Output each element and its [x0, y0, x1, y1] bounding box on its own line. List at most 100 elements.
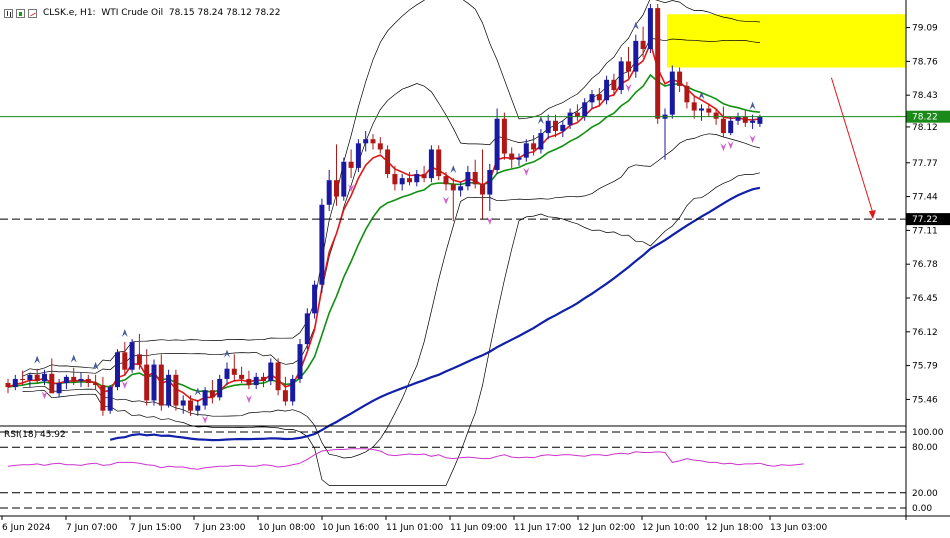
candle-body [407, 178, 412, 183]
time-tick-label: 10 Jun 16:00 [322, 523, 379, 533]
candle-body [107, 387, 113, 411]
candle-body [282, 390, 288, 402]
candle-body [326, 180, 332, 205]
candle-body [370, 139, 376, 144]
line-icon[interactable] [28, 8, 37, 18]
candle-body [735, 116, 741, 121]
candle-body [728, 120, 734, 134]
candle-body [71, 376, 77, 381]
highlight-rect [667, 14, 906, 68]
candle-body [538, 133, 544, 150]
candle-body [494, 118, 500, 170]
fractal-markers [34, 21, 756, 424]
candle-body [640, 40, 646, 50]
candle-body [297, 344, 303, 379]
rsi-panel: 100.00 80.00 20.00 0.00 [0, 428, 944, 514]
fractal-up-icon [632, 21, 639, 30]
time-tick-label: 11 Jun 17:00 [514, 523, 571, 533]
rsi-line [7, 448, 804, 470]
candle-body [136, 354, 142, 365]
bars-icon[interactable] [4, 8, 13, 18]
candle-body [275, 362, 281, 391]
price-tick-label: 78.12 [912, 123, 938, 133]
candle-body [480, 184, 485, 195]
time-tick-label: 7 Jun 23:00 [194, 523, 246, 533]
price-tick-label: 76.12 [912, 328, 938, 338]
candle-body [355, 143, 361, 168]
candle-body [166, 374, 172, 406]
candle-body [655, 8, 661, 119]
candles-icon[interactable] [16, 8, 25, 18]
candle-body [421, 174, 427, 179]
candle-body [501, 118, 507, 154]
candle-body [545, 120, 551, 134]
candle-body [217, 378, 223, 398]
fractal-up-icon [698, 91, 705, 100]
fractal-down-icon [625, 83, 632, 92]
fractal-up-icon [537, 115, 544, 124]
candle-body [458, 186, 464, 191]
fractal-down-icon [202, 415, 209, 424]
candle-body [304, 313, 310, 345]
dashed-level-badge [906, 213, 950, 226]
candle-body [27, 374, 33, 380]
fractal-down-icon [720, 143, 727, 152]
time-tick-label: 12 Jun 10:00 [642, 523, 699, 533]
current-price-label: 78.22 [912, 113, 938, 123]
candle-body [706, 108, 712, 113]
projection-arrow [830, 77, 876, 220]
candle-body [151, 364, 157, 401]
arrow-head-icon [868, 210, 876, 220]
fractal-up-icon [194, 387, 201, 396]
candle-body [392, 174, 398, 185]
band-upper-outer [22, 0, 760, 373]
candle-body [63, 376, 69, 384]
candle-body [677, 71, 683, 86]
price-tick-label: 77.11 [912, 226, 938, 236]
candle-body [509, 153, 515, 160]
candle-body [290, 378, 296, 402]
candle-body [516, 157, 522, 160]
candle-body [596, 94, 602, 101]
candle-body [100, 385, 106, 411]
candle-body [34, 374, 40, 381]
candle-body [560, 124, 566, 132]
price-tick-label: 75.46 [912, 395, 938, 405]
candle-body [553, 120, 558, 132]
candle-body [428, 149, 434, 179]
sma-long-line [109, 186, 761, 442]
candle-body [757, 116, 763, 124]
price-tick-label: 78.43 [912, 91, 938, 101]
candle-body [239, 374, 245, 379]
candle-body [56, 383, 62, 394]
fractal-up-icon [224, 349, 230, 358]
candle-body [604, 79, 610, 101]
candle-body [129, 342, 135, 370]
candle-body [122, 352, 128, 370]
candle-body [713, 112, 719, 119]
rsi-level-label: 80.00 [912, 443, 938, 453]
candle-body [589, 94, 595, 103]
candle-body [20, 378, 26, 380]
time-tick-label: 7 Jun 07:00 [66, 523, 118, 533]
current-price-badge [906, 110, 950, 123]
candle-body [78, 378, 84, 381]
candle-body [319, 204, 325, 285]
candle-body [180, 400, 186, 406]
candle-body [750, 120, 756, 123]
candle-body [12, 378, 18, 388]
candle-body [202, 390, 208, 406]
price-tick-label: 77.44 [912, 193, 938, 203]
candle-body [669, 71, 675, 115]
fractal-down-icon [749, 134, 756, 143]
fractal-up-icon [121, 329, 128, 338]
candle-body [348, 161, 354, 168]
candle-body [188, 400, 193, 411]
fractal-down-icon [486, 216, 493, 225]
candle-body [691, 102, 697, 111]
candle-body [253, 376, 259, 386]
candle-body [209, 390, 215, 398]
candle-body [93, 383, 99, 386]
